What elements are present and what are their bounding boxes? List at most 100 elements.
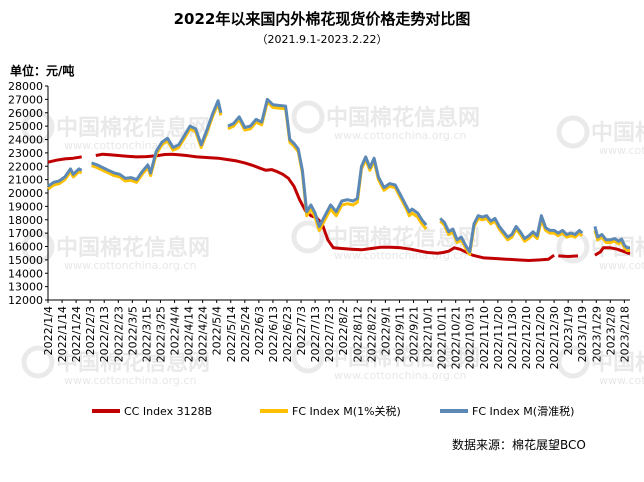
- chart-legend: CC Index 3128B FC Index M(1%关税) FC Index M…: [92, 404, 574, 418]
- chart-subtitle: （2021.9.1-2023.2.22）: [256, 33, 388, 46]
- y-tick-label: 22000: [8, 160, 43, 173]
- y-tick-label: 17000: [8, 227, 43, 240]
- series-line: [439, 214, 584, 254]
- x-tick-label: 2022/7/23: [323, 306, 336, 362]
- x-tick-label: 2022/5/14: [225, 306, 238, 362]
- x-tick-label: 2022/5/4: [211, 306, 224, 355]
- x-tick-label: 2022/3/15: [140, 306, 153, 362]
- y-tick-label: 27000: [8, 93, 43, 106]
- svg-text:www.cottonchina.org.cn: www.cottonchina.org.cn: [599, 144, 644, 157]
- x-tick-label: 2022/10/21: [450, 306, 463, 369]
- y-tick-label: 21000: [8, 174, 43, 187]
- svg-text:中国棉花信息网: 中国棉花信息网: [56, 235, 210, 261]
- x-tick-label: 2022/4/4: [169, 306, 182, 355]
- x-tick-label: 2022/11/30: [506, 306, 519, 369]
- x-tick-label: 2022/8/12: [351, 306, 364, 362]
- x-tick-label: 2022/6/23: [281, 306, 294, 362]
- x-tick-label: 2022/7/13: [309, 306, 322, 362]
- x-tick-label: 2023/2/18: [618, 306, 631, 362]
- x-tick-label: 2022/1/24: [70, 306, 83, 362]
- x-tick-label: 2022/10/1: [422, 306, 435, 362]
- chart-axes: 1200013000140001500016000170001800019000…: [8, 80, 631, 369]
- series-line: [227, 97, 428, 228]
- series-line: [47, 167, 83, 188]
- svg-text:www.cottonchina.org.cn: www.cottonchina.org.cn: [599, 374, 644, 387]
- y-tick-label: 19000: [8, 200, 43, 213]
- y-tick-label: 23000: [8, 147, 43, 160]
- y-tick-label: 26000: [8, 107, 43, 120]
- x-tick-label: 2022/8/22: [365, 306, 378, 362]
- series-line: [594, 246, 631, 257]
- y-tick-label: 12000: [8, 294, 43, 307]
- y-tick-label: 16000: [8, 241, 43, 254]
- svg-text:中国棉花信息网: 中国棉花信息网: [326, 345, 480, 371]
- x-tick-label: 2023/1/29: [590, 306, 603, 362]
- legend-entry: CC Index 3128B: [92, 405, 212, 418]
- series-line: [558, 254, 579, 258]
- series-line: [593, 229, 630, 252]
- x-tick-label: 2022/12/10: [520, 306, 533, 369]
- svg-text:www.cottonchina.org.cn: www.cottonchina.org.cn: [64, 374, 196, 387]
- series-3: [47, 97, 630, 254]
- svg-text:www.cottonchina.org.cn: www.cottonchina.org.cn: [64, 259, 196, 272]
- y-axis-unit-label: 单位：元/吨: [10, 64, 75, 78]
- x-tick-label: 2022/7/3: [295, 306, 308, 355]
- x-tick-label: 2022/4/14: [183, 306, 196, 362]
- x-tick-label: 2022/12/20: [534, 306, 547, 369]
- x-tick-label: 2022/3/25: [154, 306, 167, 362]
- svg-text:中国棉花信息网: 中国棉花信息网: [56, 350, 210, 376]
- x-tick-label: 2022/1/14: [56, 306, 69, 362]
- x-tick-label: 2022/3/5: [126, 306, 139, 355]
- y-tick-label: 13000: [8, 281, 43, 294]
- series-line: [47, 155, 82, 164]
- chart-title: 2022年以来国内外棉花现货价格走势对比图: [173, 10, 471, 28]
- y-tick-label: 15000: [8, 254, 43, 267]
- series-line: [593, 226, 630, 250]
- y-tick-label: 14000: [8, 267, 43, 280]
- y-tick-label: 18000: [8, 214, 43, 227]
- data-source: 数据来源：棉花展望BCO: [452, 438, 586, 452]
- x-tick-label: 2023/1/19: [576, 306, 589, 362]
- svg-text:www.cottonchina.org.cn: www.cottonchina.org.cn: [334, 369, 466, 382]
- x-tick-label: 2022/5/24: [239, 306, 252, 362]
- legend-entry: FC Index M(滑准税): [440, 404, 574, 418]
- x-tick-label: 2022/10/11: [436, 306, 449, 369]
- x-tick-label: 2022/2/13: [98, 306, 111, 362]
- svg-text:中国棉花信息网: 中国棉花信息网: [56, 115, 210, 141]
- x-tick-label: 2022/9/21: [408, 306, 421, 362]
- x-tick-label: 2023/1/9: [562, 306, 575, 355]
- legend-label: FC Index M(滑准税): [472, 404, 574, 418]
- y-tick-label: 28000: [8, 80, 43, 93]
- x-tick-label: 2022/6/13: [267, 306, 280, 362]
- svg-text:www.cottonchina.org.cn: www.cottonchina.org.cn: [334, 129, 466, 142]
- x-tick-label: 2022/2/23: [112, 306, 125, 362]
- svg-text:中国棉花信息网: 中国棉花信息网: [591, 350, 644, 376]
- svg-text:www.cottonchina.org.cn: www.cottonchina.org.cn: [599, 259, 644, 272]
- x-tick-label: 2022/1/4: [42, 306, 55, 355]
- x-tick-label: 2023/2/8: [604, 306, 617, 355]
- legend-label: FC Index M(1%关税): [292, 404, 401, 418]
- series-line: [91, 99, 223, 182]
- legend-entry: FC Index M(1%关税): [260, 404, 401, 418]
- y-tick-label: 25000: [8, 120, 43, 133]
- svg-text:中国棉花信息网: 中国棉花信息网: [326, 105, 480, 131]
- svg-text:中国棉花信息网: 中国棉花信息网: [591, 120, 644, 146]
- x-tick-label: 2022/2/3: [84, 306, 97, 355]
- x-tick-label: 2022/12/30: [548, 306, 561, 369]
- x-tick-label: 2022/4/24: [197, 306, 210, 362]
- y-tick-label: 24000: [8, 134, 43, 147]
- x-tick-label: 2022/11/10: [478, 306, 491, 369]
- x-tick-label: 2022/11/20: [492, 306, 505, 369]
- series-layer: [47, 97, 631, 262]
- x-tick-label: 2022/6/3: [253, 306, 266, 355]
- x-tick-label: 2022/10/31: [464, 306, 477, 369]
- x-tick-label: 2022/9/11: [393, 306, 406, 362]
- y-tick-label: 20000: [8, 187, 43, 200]
